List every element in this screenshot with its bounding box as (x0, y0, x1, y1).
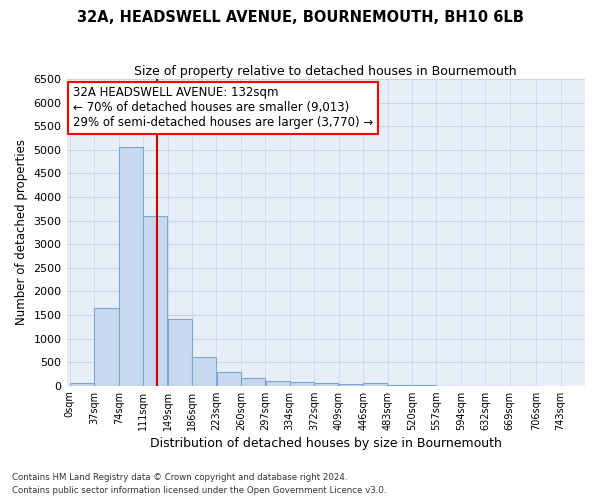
Bar (119, 147, 143, 386)
Bar (168, 318, 192, 386)
Text: 32A HEADSWELL AVENUE: 132sqm
← 70% of detached houses are smaller (9,013)
29% of: 32A HEADSWELL AVENUE: 132sqm ← 70% of de… (73, 86, 373, 129)
Bar (143, 216, 167, 386)
Bar (94, 308, 119, 386)
Bar (241, 378, 265, 386)
Bar (290, 382, 314, 386)
X-axis label: Distribution of detached houses by size in Bournemouth: Distribution of detached houses by size … (150, 437, 502, 450)
Y-axis label: Number of detached properties: Number of detached properties (15, 140, 28, 326)
Text: 32A, HEADSWELL AVENUE, BOURNEMOUTH, BH10 6LB: 32A, HEADSWELL AVENUE, BOURNEMOUTH, BH10… (77, 10, 523, 25)
Bar (363, 383, 388, 386)
Text: Contains HM Land Registry data © Crown copyright and database right 2024.
Contai: Contains HM Land Registry data © Crown c… (12, 474, 386, 495)
Bar (217, 372, 241, 386)
Bar (192, 356, 217, 386)
Bar (70, 382, 94, 386)
Bar (314, 383, 338, 386)
Bar (266, 380, 290, 386)
Bar (339, 384, 363, 386)
Title: Size of property relative to detached houses in Bournemouth: Size of property relative to detached ho… (134, 65, 517, 78)
